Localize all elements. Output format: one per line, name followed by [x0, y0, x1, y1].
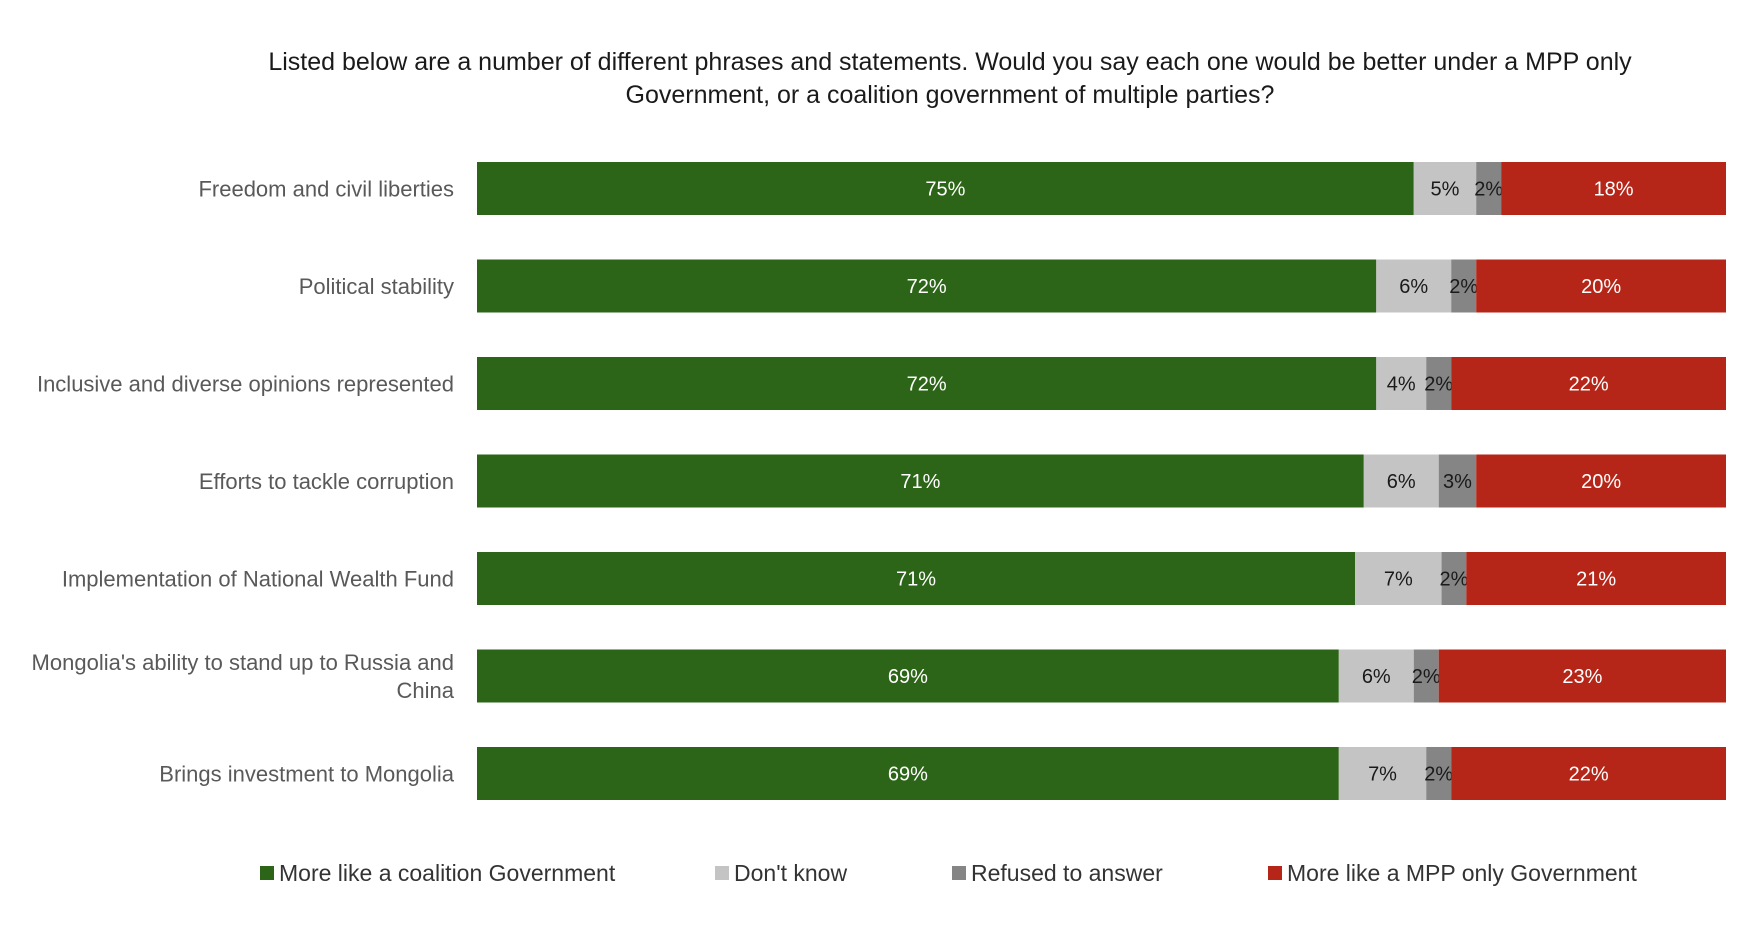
data-label: 2% — [1412, 666, 1441, 688]
category-label: Inclusive and diverse opinions represent… — [37, 372, 454, 397]
data-label: 2% — [1424, 764, 1453, 786]
bar-segment — [1451, 747, 1726, 800]
legend-swatch — [715, 866, 729, 880]
bar-segment — [1338, 747, 1427, 800]
bar-segment — [477, 454, 1364, 508]
data-label: 69% — [888, 666, 928, 688]
bar-segment — [477, 649, 1339, 703]
data-label: 3% — [1443, 471, 1472, 493]
chart-title-line: Listed below are a number of different p… — [268, 48, 1632, 76]
data-label: 72% — [907, 374, 947, 396]
bar-segment — [1466, 552, 1726, 605]
data-label: 6% — [1399, 276, 1428, 298]
data-label: 71% — [896, 569, 936, 591]
data-label: 23% — [1562, 666, 1602, 688]
data-label: 7% — [1368, 764, 1397, 786]
data-label: 75% — [925, 179, 965, 201]
data-label: 4% — [1387, 374, 1416, 396]
bar-segment — [1413, 649, 1439, 703]
bar-segment — [1426, 357, 1452, 410]
bar-segment — [1476, 162, 1502, 215]
data-label: 69% — [888, 764, 928, 786]
data-label: 2% — [1439, 569, 1468, 591]
bar-segment — [1438, 454, 1477, 508]
data-label: 22% — [1569, 764, 1609, 786]
category-label: Efforts to tackle corruption — [199, 469, 454, 494]
category-label: Freedom and civil liberties — [198, 177, 454, 202]
legend-label: More like a coalition Government — [279, 860, 616, 886]
data-label: 20% — [1581, 276, 1621, 298]
category-label: Implementation of National Wealth Fund — [62, 567, 454, 592]
bar-segment — [477, 552, 1356, 605]
bar-segment — [477, 357, 1377, 410]
data-label: 20% — [1581, 471, 1621, 493]
bar-segment — [1451, 357, 1726, 410]
bar-segment — [1441, 552, 1467, 605]
legend-swatch — [1268, 866, 1282, 880]
category-label: Brings investment to Mongolia — [159, 762, 454, 787]
data-label: 71% — [900, 471, 940, 493]
bar-segment — [477, 747, 1339, 800]
data-label: 6% — [1362, 666, 1391, 688]
bar-segment — [1413, 162, 1477, 215]
data-label: 72% — [907, 276, 947, 298]
legend-label: More like a MPP only Government — [1287, 860, 1637, 886]
legend-label: Refused to answer — [971, 860, 1163, 886]
data-label: 2% — [1449, 276, 1478, 298]
legend-label: Don't know — [734, 860, 847, 886]
bar-segment — [1376, 259, 1452, 313]
data-label: 22% — [1569, 374, 1609, 396]
bar-segment — [1476, 259, 1726, 313]
bar-segment — [1376, 357, 1427, 410]
bar-segment — [1355, 552, 1442, 605]
bar-segment — [1476, 454, 1726, 508]
bar-segment — [1451, 259, 1477, 313]
bar-segment — [1363, 454, 1439, 508]
data-label: 21% — [1576, 569, 1616, 591]
bar-segment — [1426, 747, 1452, 800]
data-label: 18% — [1594, 179, 1634, 201]
data-label: 2% — [1424, 374, 1453, 396]
data-label: 6% — [1387, 471, 1416, 493]
bar-segment — [477, 162, 1414, 215]
legend-swatch — [260, 866, 274, 880]
category-label: Political stability — [299, 274, 454, 299]
bar-segment — [1501, 162, 1726, 215]
bar-segment — [1438, 649, 1726, 703]
category-label: Mongolia's ability to stand up to Russia… — [32, 650, 454, 675]
data-label: 7% — [1384, 569, 1413, 591]
bar-segment — [1338, 649, 1414, 703]
legend-swatch — [952, 866, 966, 880]
data-label: 2% — [1474, 179, 1503, 201]
data-label: 5% — [1431, 179, 1460, 201]
bar-segment — [477, 259, 1377, 313]
category-label: China — [397, 678, 455, 703]
chart-title-line: Government, or a coalition government of… — [626, 81, 1275, 109]
